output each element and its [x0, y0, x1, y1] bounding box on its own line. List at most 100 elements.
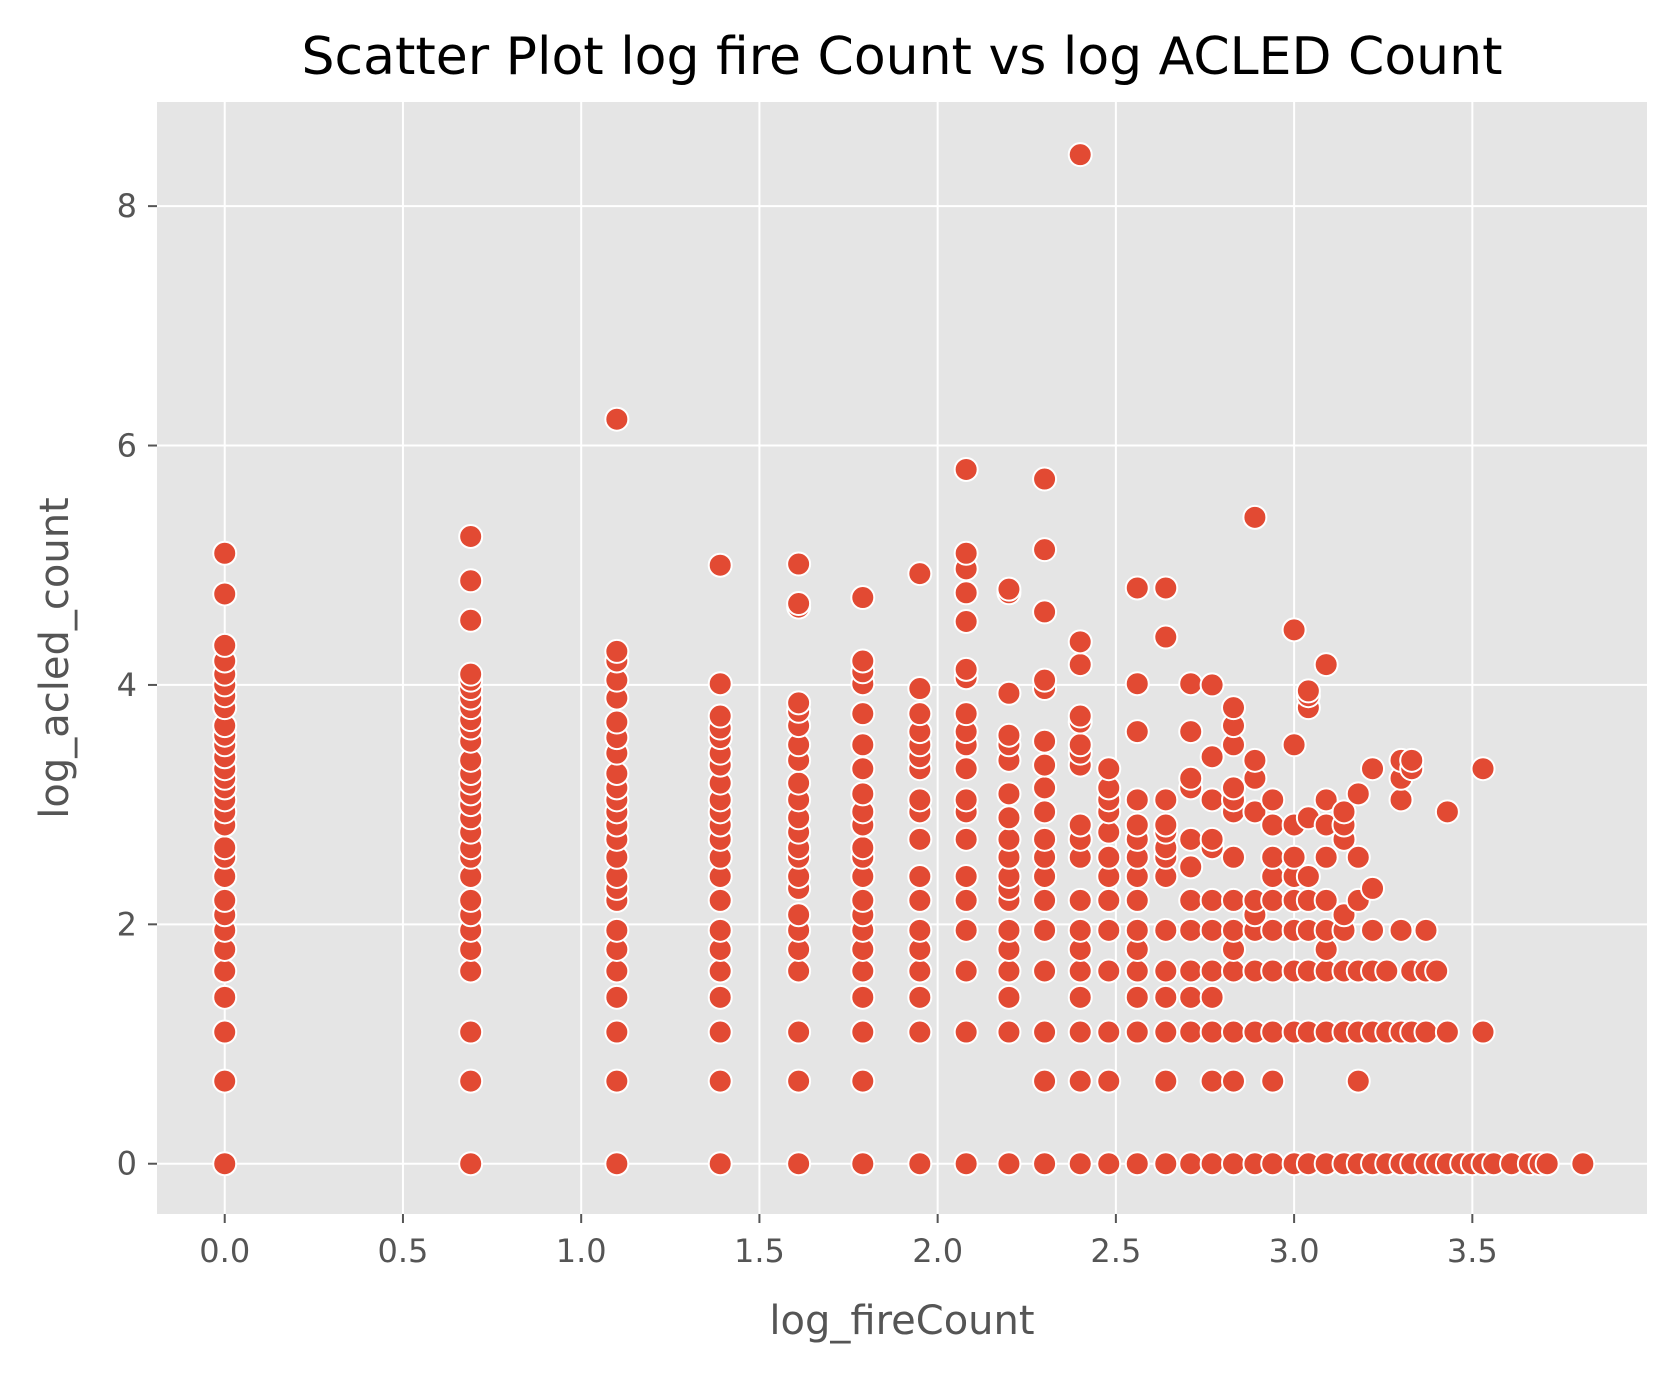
scatter-point [1178, 958, 1204, 984]
scatter-point [1242, 799, 1268, 825]
scatter-point [907, 826, 933, 852]
scatter-point [1153, 575, 1179, 601]
scatter-point [1178, 854, 1204, 880]
scatter-point [604, 406, 630, 432]
scatter-point [1153, 787, 1179, 813]
scatter-point [1067, 958, 1093, 984]
scatter-point [907, 561, 933, 587]
scatter-point [1032, 1068, 1058, 1094]
x-tick-label: 3.5 [1447, 1232, 1498, 1270]
scatter-point [1096, 1068, 1122, 1094]
scatter-point [996, 722, 1022, 748]
scatter-point [1260, 1019, 1286, 1045]
scatter-point [1345, 844, 1371, 870]
scatter-point [850, 756, 876, 782]
scatter-point [850, 1019, 876, 1045]
scatter-point [1124, 787, 1150, 813]
scatter-point [1313, 887, 1339, 913]
scatter-point [850, 585, 876, 611]
scatter-point [212, 1151, 238, 1177]
scatter-point [1153, 1151, 1179, 1177]
scatter-point [1032, 826, 1058, 852]
y-tick-label: 2 [117, 905, 137, 943]
scatter-point [458, 1068, 484, 1094]
scatter-point [1199, 1019, 1225, 1045]
y-tick-label: 4 [117, 666, 137, 704]
scatter-point [1260, 812, 1286, 838]
scatter-point [953, 1019, 979, 1045]
y-axis-label: log_acled_count [32, 497, 78, 818]
scatter-point [707, 703, 733, 729]
scatter-point [1260, 958, 1286, 984]
scatter-point [1067, 703, 1093, 729]
scatter-point [604, 709, 630, 735]
scatter-point [1570, 1151, 1596, 1177]
scatter-point [1124, 671, 1150, 697]
scatter-point [212, 887, 238, 913]
scatter-point [1096, 887, 1122, 913]
scatter-point [1345, 781, 1371, 807]
scatter-point [907, 984, 933, 1010]
scatter-point [212, 632, 238, 658]
scatter-point [1124, 575, 1150, 601]
scatter-point [1360, 756, 1386, 782]
scatter-point [953, 540, 979, 566]
scatter-point [953, 756, 979, 782]
scatter-point [1388, 917, 1414, 943]
scatter-point [850, 732, 876, 758]
scatter-point [1313, 652, 1339, 678]
scatter-point [1345, 1068, 1371, 1094]
scatter-point [1067, 1068, 1093, 1094]
scatter-point [707, 1068, 733, 1094]
scatter-point [1199, 826, 1225, 852]
scatter-point [786, 690, 812, 716]
scatter-point [907, 787, 933, 813]
scatter-point [1067, 732, 1093, 758]
scatter-point [1153, 624, 1179, 650]
scatter-point [1124, 958, 1150, 984]
scatter-point [1260, 844, 1286, 870]
scatter-point [1096, 1019, 1122, 1045]
scatter-point [707, 671, 733, 697]
scatter-point [707, 958, 733, 984]
scatter-point [996, 1019, 1022, 1045]
scatter-point [1331, 799, 1357, 825]
scatter-point [212, 984, 238, 1010]
scatter-point [1067, 652, 1093, 678]
scatter-point [604, 958, 630, 984]
axis-ticks: 0.0 0.5 1.0 1.5 2.0 2.5 3.0 3.5 0 2 4 6 8 [117, 187, 1498, 1270]
scatter-point [786, 591, 812, 617]
scatter-point [458, 1151, 484, 1177]
scatter-point [1470, 756, 1496, 782]
scatter-point [1067, 1151, 1093, 1177]
scatter-point [907, 676, 933, 702]
scatter-point [786, 770, 812, 796]
scatter-point [458, 887, 484, 913]
scatter-point [1096, 844, 1122, 870]
scatter-point [1313, 787, 1339, 813]
chart-title: Scatter Plot log fire Count vs log ACLED… [302, 27, 1503, 87]
scatter-point [1124, 984, 1150, 1010]
scatter-point [1178, 719, 1204, 745]
scatter-point [1199, 1151, 1225, 1177]
scatter-point [850, 984, 876, 1010]
scatter-point [1221, 958, 1247, 984]
scatter-point [1178, 1019, 1204, 1045]
scatter-point [1178, 1151, 1204, 1177]
x-tick-label: 1.5 [734, 1232, 785, 1270]
scatter-point [786, 1068, 812, 1094]
scatter-point [212, 835, 238, 861]
scatter-point [1313, 844, 1339, 870]
scatter-point [1281, 732, 1307, 758]
scatter-point [1221, 917, 1247, 943]
scatter-point [1221, 1019, 1247, 1045]
scatter-point [1413, 917, 1439, 943]
scatter-point [1260, 887, 1286, 913]
scatter-point [1434, 799, 1460, 825]
scatter-point [1032, 728, 1058, 754]
scatter-point [850, 835, 876, 861]
scatter-point [1199, 917, 1225, 943]
scatter-point [1242, 504, 1268, 530]
scatter-point [1470, 1019, 1496, 1045]
